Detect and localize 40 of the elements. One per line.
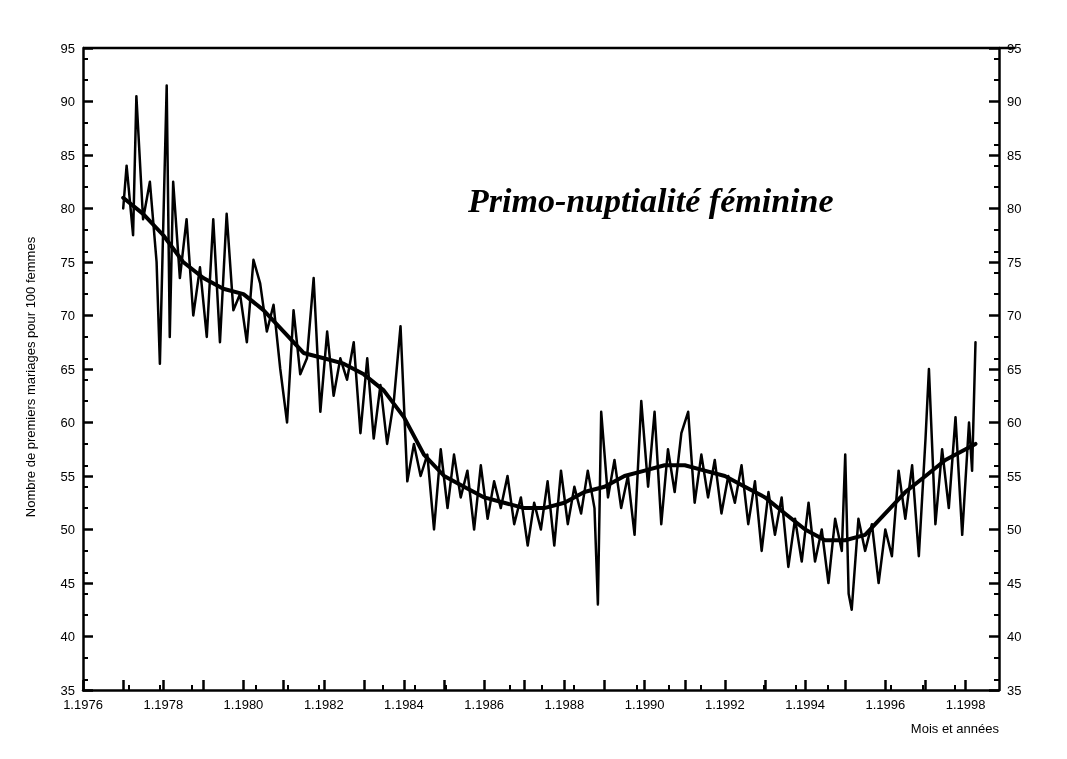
y-tick-label: 80 <box>60 201 75 216</box>
y2-tick-label: 60 <box>1007 415 1022 430</box>
x-tick-label: 1.1994 <box>785 697 826 712</box>
y2-tick-label: 55 <box>1007 468 1022 484</box>
y2-tick-label: 50 <box>1007 522 1022 537</box>
y-tick-label: 55 <box>60 468 75 484</box>
y2-tick-label: 80 <box>1007 201 1022 216</box>
x-tick-label: 1.1986 <box>464 697 505 712</box>
y2-tick-label: 40 <box>1007 629 1022 644</box>
y2-tick-label: 85 <box>1007 147 1022 163</box>
x-tick-label: 1.1990 <box>624 697 665 712</box>
y-tick-label: 95 <box>60 40 75 56</box>
x-tick-label: 1.1976 <box>63 697 103 712</box>
y-tick-label: 60 <box>60 415 75 430</box>
text: Primo-nuptialité féminine <box>467 181 834 219</box>
y2-tick-label: 90 <box>1007 94 1022 109</box>
x-tick-label: 1.1984 <box>384 697 424 712</box>
y-tick-label: 70 <box>60 308 75 323</box>
y-tick-label: 65 <box>60 361 75 377</box>
x-tick-label: 1.1980 <box>223 697 264 712</box>
y-tick-label: 40 <box>60 629 75 644</box>
x-tick-label: 1.1982 <box>303 697 344 712</box>
y2-tick-label: 75 <box>1007 254 1022 270</box>
x-tick-label: 1.1996 <box>865 697 906 712</box>
x-axis-title: Mois et années <box>910 721 1000 736</box>
y-tick-label: 90 <box>60 94 75 109</box>
y-tick-label: 50 <box>60 522 75 537</box>
y2-tick-label: 35 <box>1007 682 1022 698</box>
x-tick-label: 1.1978 <box>143 697 184 712</box>
y-axis-title: Nombre de premiers mariages pour 100 femmes <box>22 236 38 518</box>
y2-tick-label: 45 <box>1007 575 1022 591</box>
y-tick-label: 85 <box>60 147 75 163</box>
y2-tick-label: 65 <box>1007 361 1022 377</box>
x-tick-label: 1.1988 <box>544 697 585 712</box>
y-tick-label: 45 <box>60 575 75 591</box>
y2-tick-label: 70 <box>1007 308 1022 323</box>
y-tick-label: 75 <box>60 254 75 270</box>
x-tick-label: 1.1992 <box>704 697 745 712</box>
y-tick-label: 35 <box>60 682 75 698</box>
x-tick-label: 1.1998 <box>945 697 986 712</box>
